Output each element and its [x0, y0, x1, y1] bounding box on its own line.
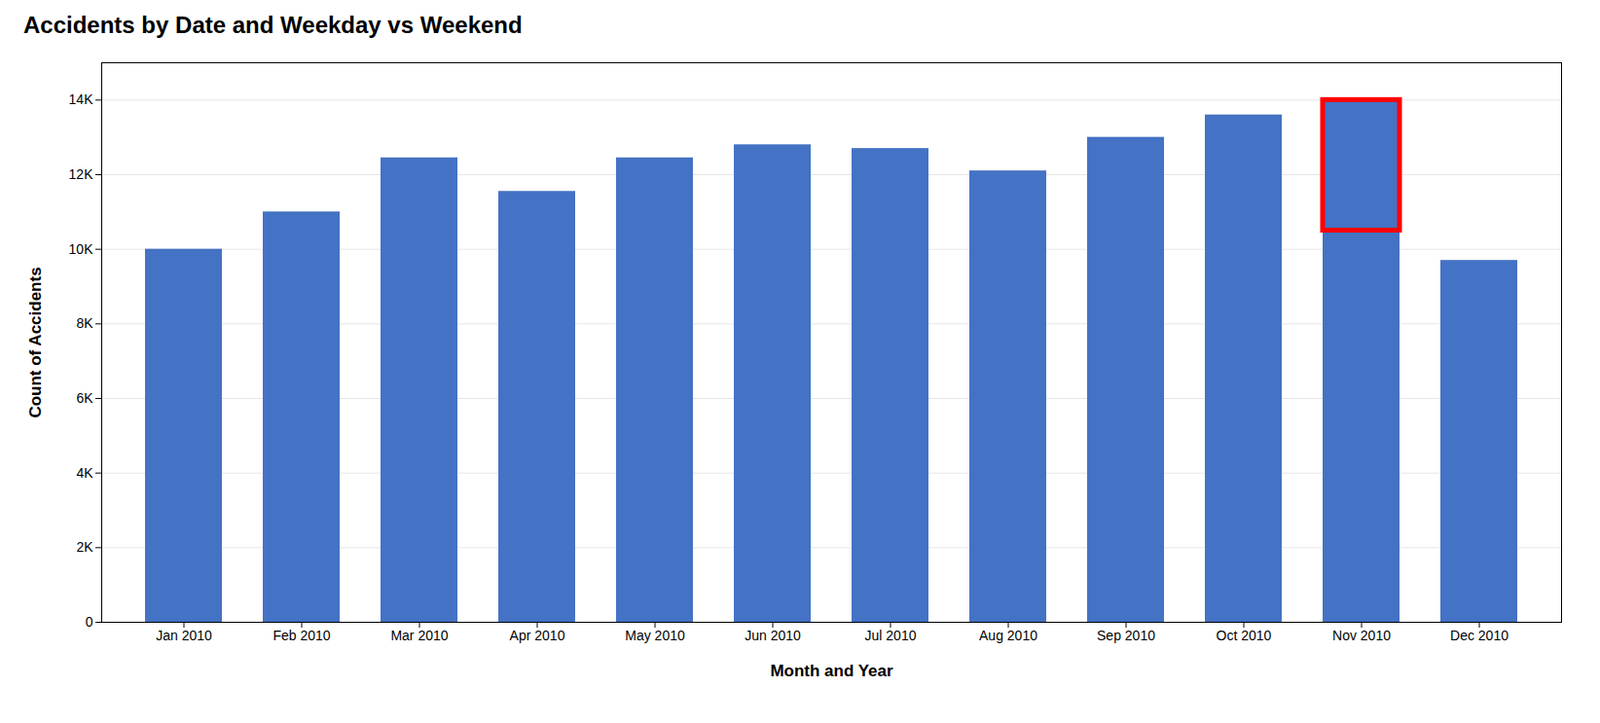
svg-text:Aug 2010: Aug 2010 [979, 627, 1038, 644]
svg-text:Feb 2010: Feb 2010 [272, 627, 330, 644]
svg-text:8K: 8K [75, 315, 94, 331]
svg-text:Count of Accidents: Count of Accidents [26, 266, 45, 418]
html-text:Accidents by Date and Weekday: Accidents by Date and Weekday vs Weekend [23, 11, 523, 38]
svg-text:May 2010: May 2010 [624, 627, 686, 644]
svg-text:6K: 6K [75, 390, 94, 406]
svg-text:Jan 2010: Jan 2010 [155, 627, 213, 644]
svg-text:0: 0 [85, 614, 94, 630]
svg-text:Jul 2010: Jul 2010 [865, 627, 917, 644]
svg-text:14K: 14K [69, 91, 95, 108]
svg-text:Jun 2010: Jun 2010 [744, 627, 801, 644]
svg-text:Dec 2010: Dec 2010 [1450, 627, 1509, 644]
svg-text:2K: 2K [75, 539, 94, 555]
svg-text:Month and Year: Month and Year [769, 661, 894, 681]
svg-text:Mar 2010: Mar 2010 [390, 627, 448, 644]
svg-text:Nov 2010: Nov 2010 [1332, 627, 1391, 644]
svg-text:Sep 2010: Sep 2010 [1096, 627, 1156, 644]
svg-text:12K: 12K [69, 166, 95, 182]
svg-text:10K: 10K [69, 241, 95, 257]
svg-text:4K: 4K [75, 465, 94, 481]
svg-text:Oct 2010: Oct 2010 [1216, 627, 1273, 644]
svg-text:Apr 2010: Apr 2010 [509, 627, 566, 644]
